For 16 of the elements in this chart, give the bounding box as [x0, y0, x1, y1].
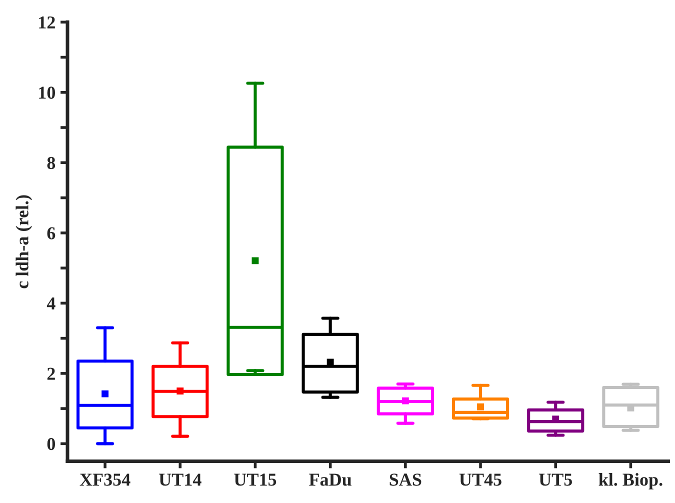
x-tick-label: XF354 [80, 474, 130, 486]
y-tick-label: 6 [47, 227, 56, 240]
x-tick-label: UT15 [234, 474, 276, 486]
y-tick-label: 8 [47, 156, 56, 170]
x-tick-label: FaDu [309, 474, 352, 486]
x-tick-label: UT45 [459, 474, 502, 486]
x-tick-label: kl. Biop. [598, 473, 662, 490]
y-tick-label: 12 [39, 16, 55, 28]
x-tick-label: UT5 [539, 474, 572, 486]
y-tick-label: 2 [47, 368, 55, 380]
y-tick-label: 0 [47, 438, 56, 450]
y-tick-label: 4 [46, 298, 56, 310]
x-tick-label: UT14 [159, 474, 202, 486]
y-tick-label: 10 [39, 86, 56, 99]
y-axis-title: c ldh-a (rel.) [16, 195, 32, 288]
x-tick-label: SAS [390, 474, 422, 486]
